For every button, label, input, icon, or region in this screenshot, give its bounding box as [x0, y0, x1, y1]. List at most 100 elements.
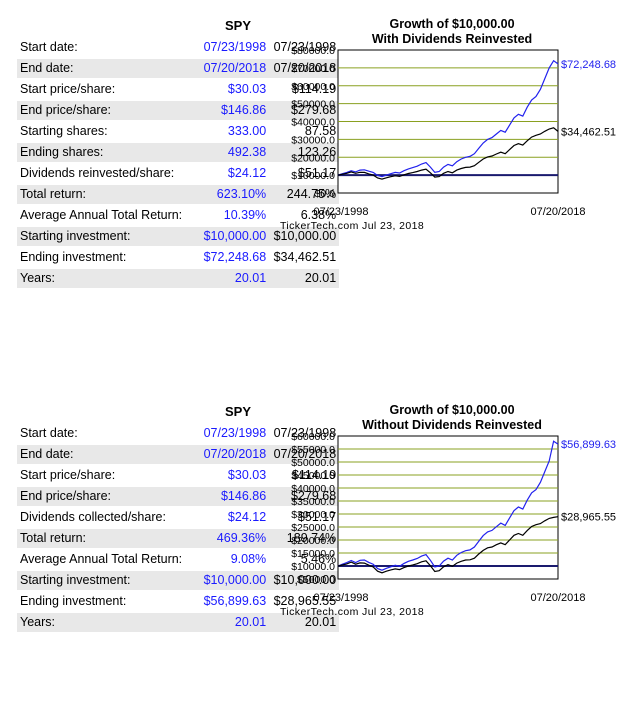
- value-price-only: $34,462.51: [273, 250, 337, 264]
- row-label: Average Annual Total Return:: [20, 552, 183, 566]
- y-tick-label: $20000.0: [291, 152, 335, 164]
- value-with-div: 07/23/1998: [203, 40, 267, 54]
- value-price-only: 20.01: [269, 613, 340, 632]
- row-label: End date:: [17, 445, 186, 464]
- row-label: Dividends reinvested/share:: [20, 166, 175, 180]
- y-tick-label: $35000.0: [291, 496, 335, 508]
- y-tick-label: $25000.0: [291, 522, 335, 534]
- stats-row: Dividends collected/share: $24.12 $51.17: [17, 508, 339, 527]
- value-with-div: 07/20/2018: [185, 59, 270, 78]
- y-tick-label: $20000.0: [291, 535, 335, 547]
- chart-footer: TickerTech.com Jul 23, 2018: [280, 606, 425, 618]
- section-with-dividends: SPY Start date: 07/23/1998 07/23/1998 End d…: [0, 0, 634, 340]
- value-with-div: 623.10%: [185, 185, 270, 204]
- value-with-div: $24.12: [227, 166, 267, 180]
- series-line: [337, 59, 559, 178]
- y-tick-label: $15000.0: [291, 548, 335, 560]
- value-with-div: 07/20/2018: [185, 445, 270, 464]
- value-price-only: $51.17: [297, 510, 337, 524]
- value-price-only: 123.26: [269, 143, 340, 162]
- value-with-div: $72,248.68: [203, 250, 267, 264]
- y-tick-label: $50000.0: [291, 99, 335, 111]
- value-with-div: $56,899.63: [203, 594, 267, 608]
- chart-footer: TickerTech.com Jul 23, 2018: [280, 220, 425, 232]
- row-label: Start price/share:: [20, 468, 116, 482]
- stats-row: End price/share: $146.86 $279.68: [17, 101, 340, 120]
- row-label: Starting shares:: [20, 124, 108, 138]
- y-tick-label: $5000.0: [297, 574, 335, 586]
- growth-chart: $5000.0$10000.0$15000.0$20000.0$25000.0$…: [291, 431, 616, 604]
- value-with-div: $30.03: [227, 82, 267, 96]
- value-price-only: $279.68: [269, 487, 340, 506]
- value-price-only: $114.19: [291, 82, 337, 96]
- y-tick-label: $30000.0: [291, 134, 335, 146]
- series-line: [337, 440, 559, 571]
- value-price-only: $10,000.00: [269, 571, 340, 590]
- value-price-only: $114.19: [291, 468, 337, 482]
- y-tick-label: $55000.0: [291, 444, 335, 456]
- series-line: [337, 127, 559, 180]
- value-with-div: $24.12: [227, 510, 267, 524]
- stats-row: Average Annual Total Return: 10.39% 6.38%: [17, 206, 339, 225]
- chart-title-line-1: Growth of $10,000.00: [389, 403, 515, 417]
- stats-row: End date: 07/20/2018 07/20/2018: [17, 59, 340, 78]
- row-label: Dividends collected/share:: [20, 510, 166, 524]
- value-price-only: 244.75%: [269, 185, 340, 204]
- row-label: Start price/share:: [20, 82, 116, 96]
- value-with-div: $146.86: [185, 101, 270, 120]
- row-label: Start date:: [20, 426, 78, 440]
- row-label: Starting investment:: [17, 571, 186, 590]
- value-with-div: 333.00: [227, 124, 267, 138]
- row-label: End price/share:: [17, 101, 186, 120]
- value-price-only: 07/23/1998: [273, 426, 337, 440]
- y-tick-label: $40000.0: [291, 117, 335, 129]
- value-price-only: $279.68: [269, 101, 340, 120]
- value-price-only: 189.74%: [269, 529, 340, 548]
- x-tick-label: 07/20/2018: [530, 592, 585, 604]
- y-tick-label: $60000.0: [291, 431, 335, 443]
- stats-row: Ending shares: 492.38 123.26: [17, 143, 340, 162]
- value-with-div: 20.01: [185, 269, 270, 288]
- row-label: Start date:: [20, 40, 78, 54]
- series-end-label: $72,248.68: [561, 59, 616, 71]
- value-with-div: $10,000.00: [185, 571, 270, 590]
- x-tick-label: 07/23/1998: [313, 206, 368, 218]
- stats-row: Average Annual Total Return: 9.08% 5.46%: [17, 550, 339, 569]
- row-label: End price/share:: [17, 487, 186, 506]
- row-label: Total return:: [17, 529, 186, 548]
- stats-row: Years: 20.01 20.01: [17, 269, 340, 288]
- stats-table: Start date: 07/23/1998 07/23/1998 End date:…: [17, 422, 340, 634]
- value-price-only: 6.38%: [300, 208, 337, 222]
- stats-row: Start price/share: $30.03 $114.19: [17, 80, 339, 99]
- row-label: Years:: [17, 269, 186, 288]
- stats-row: Start price/share: $30.03 $114.19: [17, 466, 339, 485]
- value-price-only: 07/20/2018: [269, 59, 340, 78]
- series-end-label: $28,965.55: [561, 512, 616, 524]
- y-tick-label: $45000.0: [291, 470, 335, 482]
- x-tick-label: 07/20/2018: [530, 206, 585, 218]
- row-label: Ending investment:: [20, 594, 127, 608]
- y-tick-label: $10000.0: [291, 561, 335, 573]
- row-label: Ending investment:: [20, 250, 127, 264]
- row-label: Ending shares:: [17, 143, 186, 162]
- y-tick-label: $50000.0: [291, 457, 335, 469]
- y-tick-label: $70000.0: [291, 63, 335, 75]
- stats-table: Start date: 07/23/1998 07/23/1998 End date:…: [17, 36, 340, 290]
- ticker-symbol: SPY: [224, 18, 251, 33]
- value-with-div: 9.08%: [230, 552, 267, 566]
- stats-row: Total return: 623.10% 244.75%: [17, 185, 340, 204]
- stats-body: Start date: 07/23/1998 07/23/1998 End date:…: [17, 38, 340, 288]
- stats-row: Starting shares: 333.00 87.58: [17, 122, 339, 141]
- row-label: Total return:: [17, 185, 186, 204]
- row-label: Starting investment:: [17, 227, 186, 246]
- stats-row: End date: 07/20/2018 07/20/2018: [17, 445, 340, 464]
- value-with-div: $30.03: [227, 468, 267, 482]
- chart-title-line-2: Without Dividends Reinvested: [362, 418, 542, 432]
- series-end-label: $56,899.63: [561, 439, 616, 451]
- section-without-dividends: SPY Start date: 07/23/1998 07/23/1998 End d…: [0, 386, 634, 726]
- value-price-only: $10,000.00: [269, 227, 340, 246]
- value-with-div: 10.39%: [223, 208, 267, 222]
- y-tick-label: $0.0: [315, 188, 336, 200]
- stats-row: Years: 20.01 20.01: [17, 613, 340, 632]
- value-with-div: 492.38: [185, 143, 270, 162]
